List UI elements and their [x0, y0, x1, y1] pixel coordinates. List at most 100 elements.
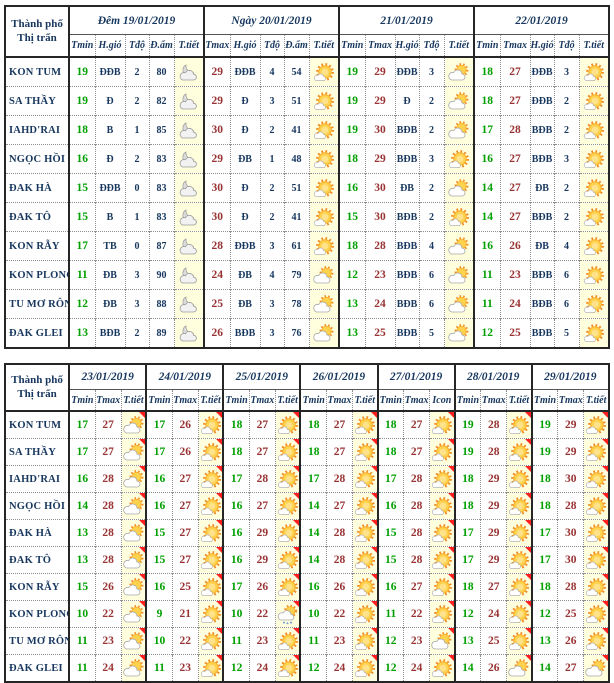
cell-tmax: 27 [403, 411, 430, 439]
sun-behind-cloud-icon [431, 631, 452, 649]
cell-num: 76 [283, 318, 310, 348]
cell-wind: BĐB [394, 289, 420, 319]
sun-small-cloud-icon [448, 149, 469, 168]
moon-cloud-icon [179, 150, 197, 167]
cell-tmax: 28 [480, 411, 507, 439]
comment-marker [139, 628, 146, 634]
cell-tmax: 25 [499, 318, 531, 348]
date-header-row: Thành phố Thị trấn 23/01/2019 24/01/2019 25… [5, 364, 609, 412]
sun-small-cloud-icon [429, 438, 455, 466]
sun-behind-cloud-icon [313, 323, 334, 341]
cell-wind: Đ [229, 173, 261, 203]
column-header: H.gió [229, 34, 261, 58]
cell-tmin: 18 [530, 573, 558, 601]
cell-tmax: 25 [557, 600, 584, 628]
column-header: Tmax [499, 34, 531, 58]
sun-small-cloud-icon [583, 294, 604, 313]
row-label: IAHD'RAI [5, 115, 69, 145]
cell-tmax: 26 [557, 627, 584, 655]
cell-num: 2 [553, 202, 580, 232]
cell-num: 2 [418, 202, 445, 232]
cell-tmax: 27 [248, 492, 276, 520]
sun-small-cloud-icon [313, 120, 334, 139]
sun-small-cloud-icon [354, 415, 375, 434]
cell-tmax: 26 [171, 411, 199, 439]
sun-behind-cloud-icon [443, 260, 475, 290]
comment-marker [447, 520, 454, 526]
cell-tmax: 30 [364, 115, 396, 145]
sun-small-cloud-icon [432, 604, 452, 623]
sun-small-cloud-icon [583, 465, 609, 493]
cell-tmax: 26 [499, 231, 531, 261]
cell-num: 89 [148, 318, 174, 348]
sun-behind-cloud-icon [313, 265, 334, 283]
sun-small-cloud-icon [197, 600, 224, 628]
sun-small-cloud-icon [308, 231, 340, 261]
column-header: Tmax [557, 389, 584, 412]
sun-small-cloud-icon [586, 496, 607, 515]
moon-cloud-icon [179, 121, 197, 138]
comment-marker [370, 547, 377, 553]
sun-small-cloud-icon [583, 573, 609, 601]
sun-small-cloud-icon [197, 438, 224, 466]
column-header: Tmax [94, 389, 122, 412]
cell-wind: ĐB [229, 260, 261, 290]
sun-small-cloud-icon [354, 523, 375, 542]
cell-wind: BĐB [529, 115, 555, 145]
comment-marker [139, 574, 146, 580]
comment-marker [602, 574, 608, 580]
cell-wind: Đ [229, 86, 261, 116]
cell-tmax: 24 [364, 289, 396, 319]
cell-num: 2 [259, 202, 285, 232]
sun-small-cloud-icon [197, 411, 224, 439]
cell-num: 0 [124, 173, 149, 203]
cell-tmax: 22 [403, 600, 430, 628]
cell-tmax: 24 [499, 289, 531, 319]
sun-behind-cloud-icon [120, 654, 147, 682]
cell-tmin: 10 [299, 600, 327, 628]
cell-tmin: 13 [338, 289, 366, 319]
sun-small-cloud-icon [351, 654, 378, 682]
sun-small-cloud-icon [277, 496, 298, 515]
table-row: KON RẪY 15 26 16 25 17 26 16 26 16 27 18 27 18 28 [5, 573, 609, 601]
sun-behind-cloud-icon [120, 573, 147, 601]
sun-behind-cloud-icon [448, 62, 469, 80]
sun-small-cloud-icon [313, 62, 334, 81]
column-header: T.tiết [351, 389, 378, 412]
cell-tmin: 15 [376, 546, 404, 574]
cell-tmin: 11 [68, 627, 96, 655]
cell-tmax: 23 [499, 260, 531, 290]
cell-tmin: 17 [530, 546, 558, 574]
comment-marker [139, 520, 146, 526]
cell-num: 82 [148, 86, 174, 116]
comment-marker [293, 628, 300, 634]
sun-behind-cloud-icon [120, 627, 147, 655]
sun-behind-cloud-icon [123, 604, 144, 622]
cell-tmin: 19 [453, 438, 481, 466]
cell-tmax: 29 [480, 546, 507, 574]
cell-num: 41 [283, 202, 310, 232]
cell-tmax: 24 [325, 654, 353, 682]
comment-marker [447, 655, 454, 661]
cell-num: 1 [124, 115, 149, 145]
cell-tmin: 19 [68, 57, 95, 87]
cell-num: 48 [283, 144, 310, 174]
cell-tmin: 11 [68, 654, 96, 682]
cell-tmax: 24 [248, 654, 276, 682]
comment-marker [524, 493, 531, 499]
sun-small-cloud-icon [586, 604, 607, 623]
cell-num: 2 [259, 173, 285, 203]
cell-tmin: 11 [473, 260, 501, 290]
sun-behind-cloud-icon [448, 294, 469, 312]
sun-behind-cloud-icon [443, 289, 475, 319]
cell-tmax: 27 [403, 438, 430, 466]
sun-small-cloud-icon [509, 577, 530, 596]
sun-small-cloud-icon [583, 91, 604, 110]
table-body: KON TUM 17 27 17 26 18 27 18 27 18 27 19 28 19 29 SA TH… [5, 411, 609, 682]
corner-label: Thành phố Thị trấn [5, 6, 70, 58]
sun-small-cloud-icon [351, 492, 378, 520]
moon-cloud-icon [179, 237, 197, 254]
cell-num: 6 [553, 260, 580, 290]
sun-small-cloud-icon [200, 550, 221, 569]
sun-small-cloud-icon [197, 465, 224, 493]
